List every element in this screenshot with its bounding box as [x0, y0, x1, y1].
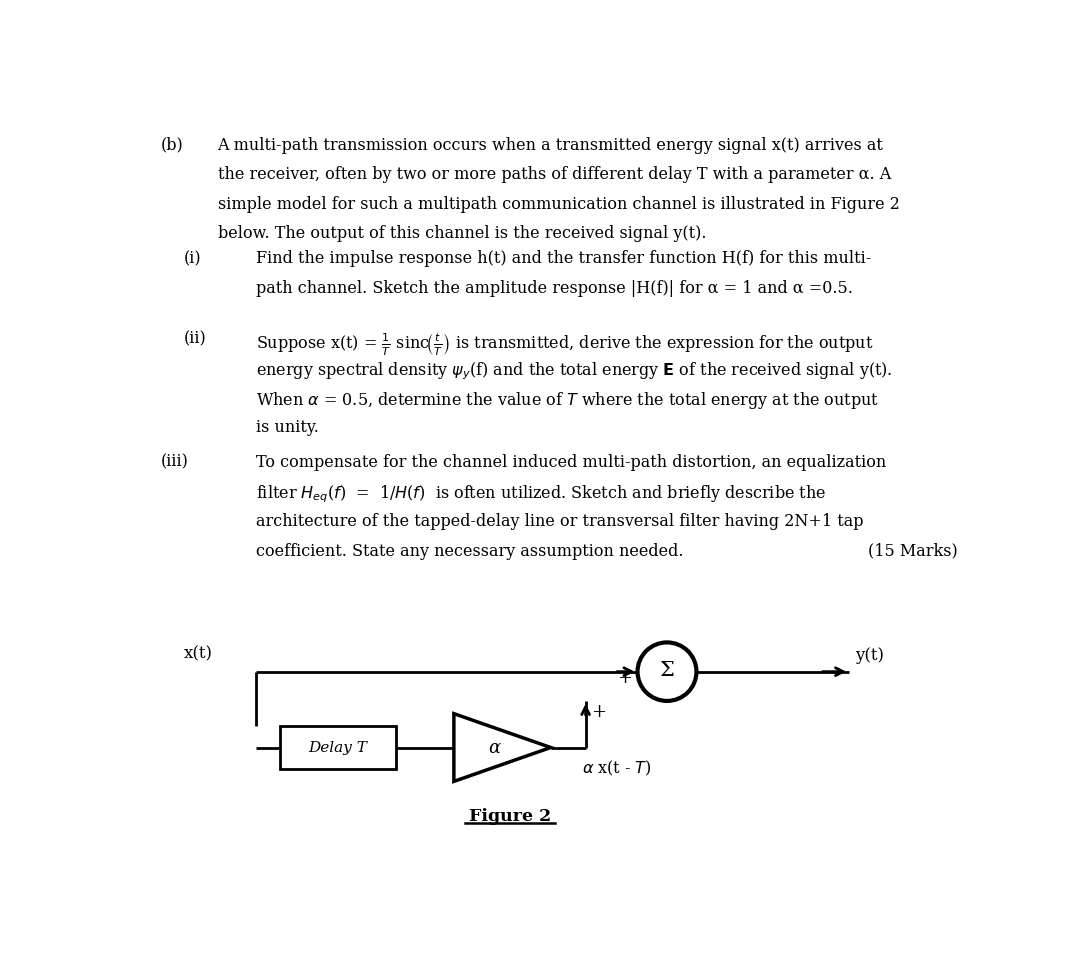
Text: is unity.: is unity. [256, 420, 319, 437]
Text: Find the impulse response h(t) and the transfer function H(f) for this multi-: Find the impulse response h(t) and the t… [256, 250, 871, 267]
Text: (i): (i) [184, 250, 201, 267]
Text: y(t): y(t) [855, 647, 884, 664]
Text: +: + [591, 703, 607, 721]
Text: A multi-path transmission occurs when a transmitted energy signal x(t) arrives a: A multi-path transmission occurs when a … [218, 137, 883, 153]
Text: filter $H_{eq}$($f$)  =  1/$H$($f$)  is often utilized. Sketch and briefly descr: filter $H_{eq}$($f$) = 1/$H$($f$) is oft… [256, 484, 827, 505]
Text: When $\alpha$ = 0.5, determine the value of $T$ where the total energy at the ou: When $\alpha$ = 0.5, determine the value… [256, 390, 880, 411]
Text: simple model for such a multipath communication channel is illustrated in Figure: simple model for such a multipath commun… [218, 195, 900, 213]
Text: (iii): (iii) [161, 454, 188, 470]
Text: $\alpha$ x(t - $T$): $\alpha$ x(t - $T$) [582, 759, 651, 778]
Text: Delay T: Delay T [308, 741, 367, 755]
Text: architecture of the tapped-delay line or transversal filter having 2N+1 tap: architecture of the tapped-delay line or… [256, 513, 864, 530]
Text: (15 Marks): (15 Marks) [868, 542, 957, 559]
Text: Figure 2: Figure 2 [469, 808, 551, 825]
Text: coefficient. State any necessary assumption needed.: coefficient. State any necessary assumpt… [256, 542, 684, 559]
Bar [280, 725, 395, 769]
Text: path channel. Sketch the amplitude response |H(f)| for α = 1 and α =0.5.: path channel. Sketch the amplitude respo… [256, 280, 853, 297]
Text: the receiver, often by two or more paths of different delay T with a parameter α: the receiver, often by two or more paths… [218, 166, 891, 183]
Text: (ii): (ii) [184, 331, 207, 348]
Text: Σ: Σ [660, 661, 674, 679]
Text: α: α [489, 739, 501, 757]
Text: To compensate for the channel induced multi-path distortion, an equalization: To compensate for the channel induced mu… [256, 454, 886, 470]
Text: +: + [617, 669, 632, 687]
Text: energy spectral density $\psi_y$(f) and the total energy $\mathbf{E}$ of the rec: energy spectral density $\psi_y$(f) and … [256, 360, 893, 382]
Text: Suppose x(t) = $\frac{1}{T}$ sinc$\!\left(\frac{t}{T}\right)$ is transmitted, de: Suppose x(t) = $\frac{1}{T}$ sinc$\!\lef… [256, 331, 873, 356]
Text: below. The output of this channel is the received signal y(t).: below. The output of this channel is the… [218, 225, 706, 242]
Text: x(t): x(t) [184, 646, 213, 662]
Text: (b): (b) [161, 137, 184, 153]
